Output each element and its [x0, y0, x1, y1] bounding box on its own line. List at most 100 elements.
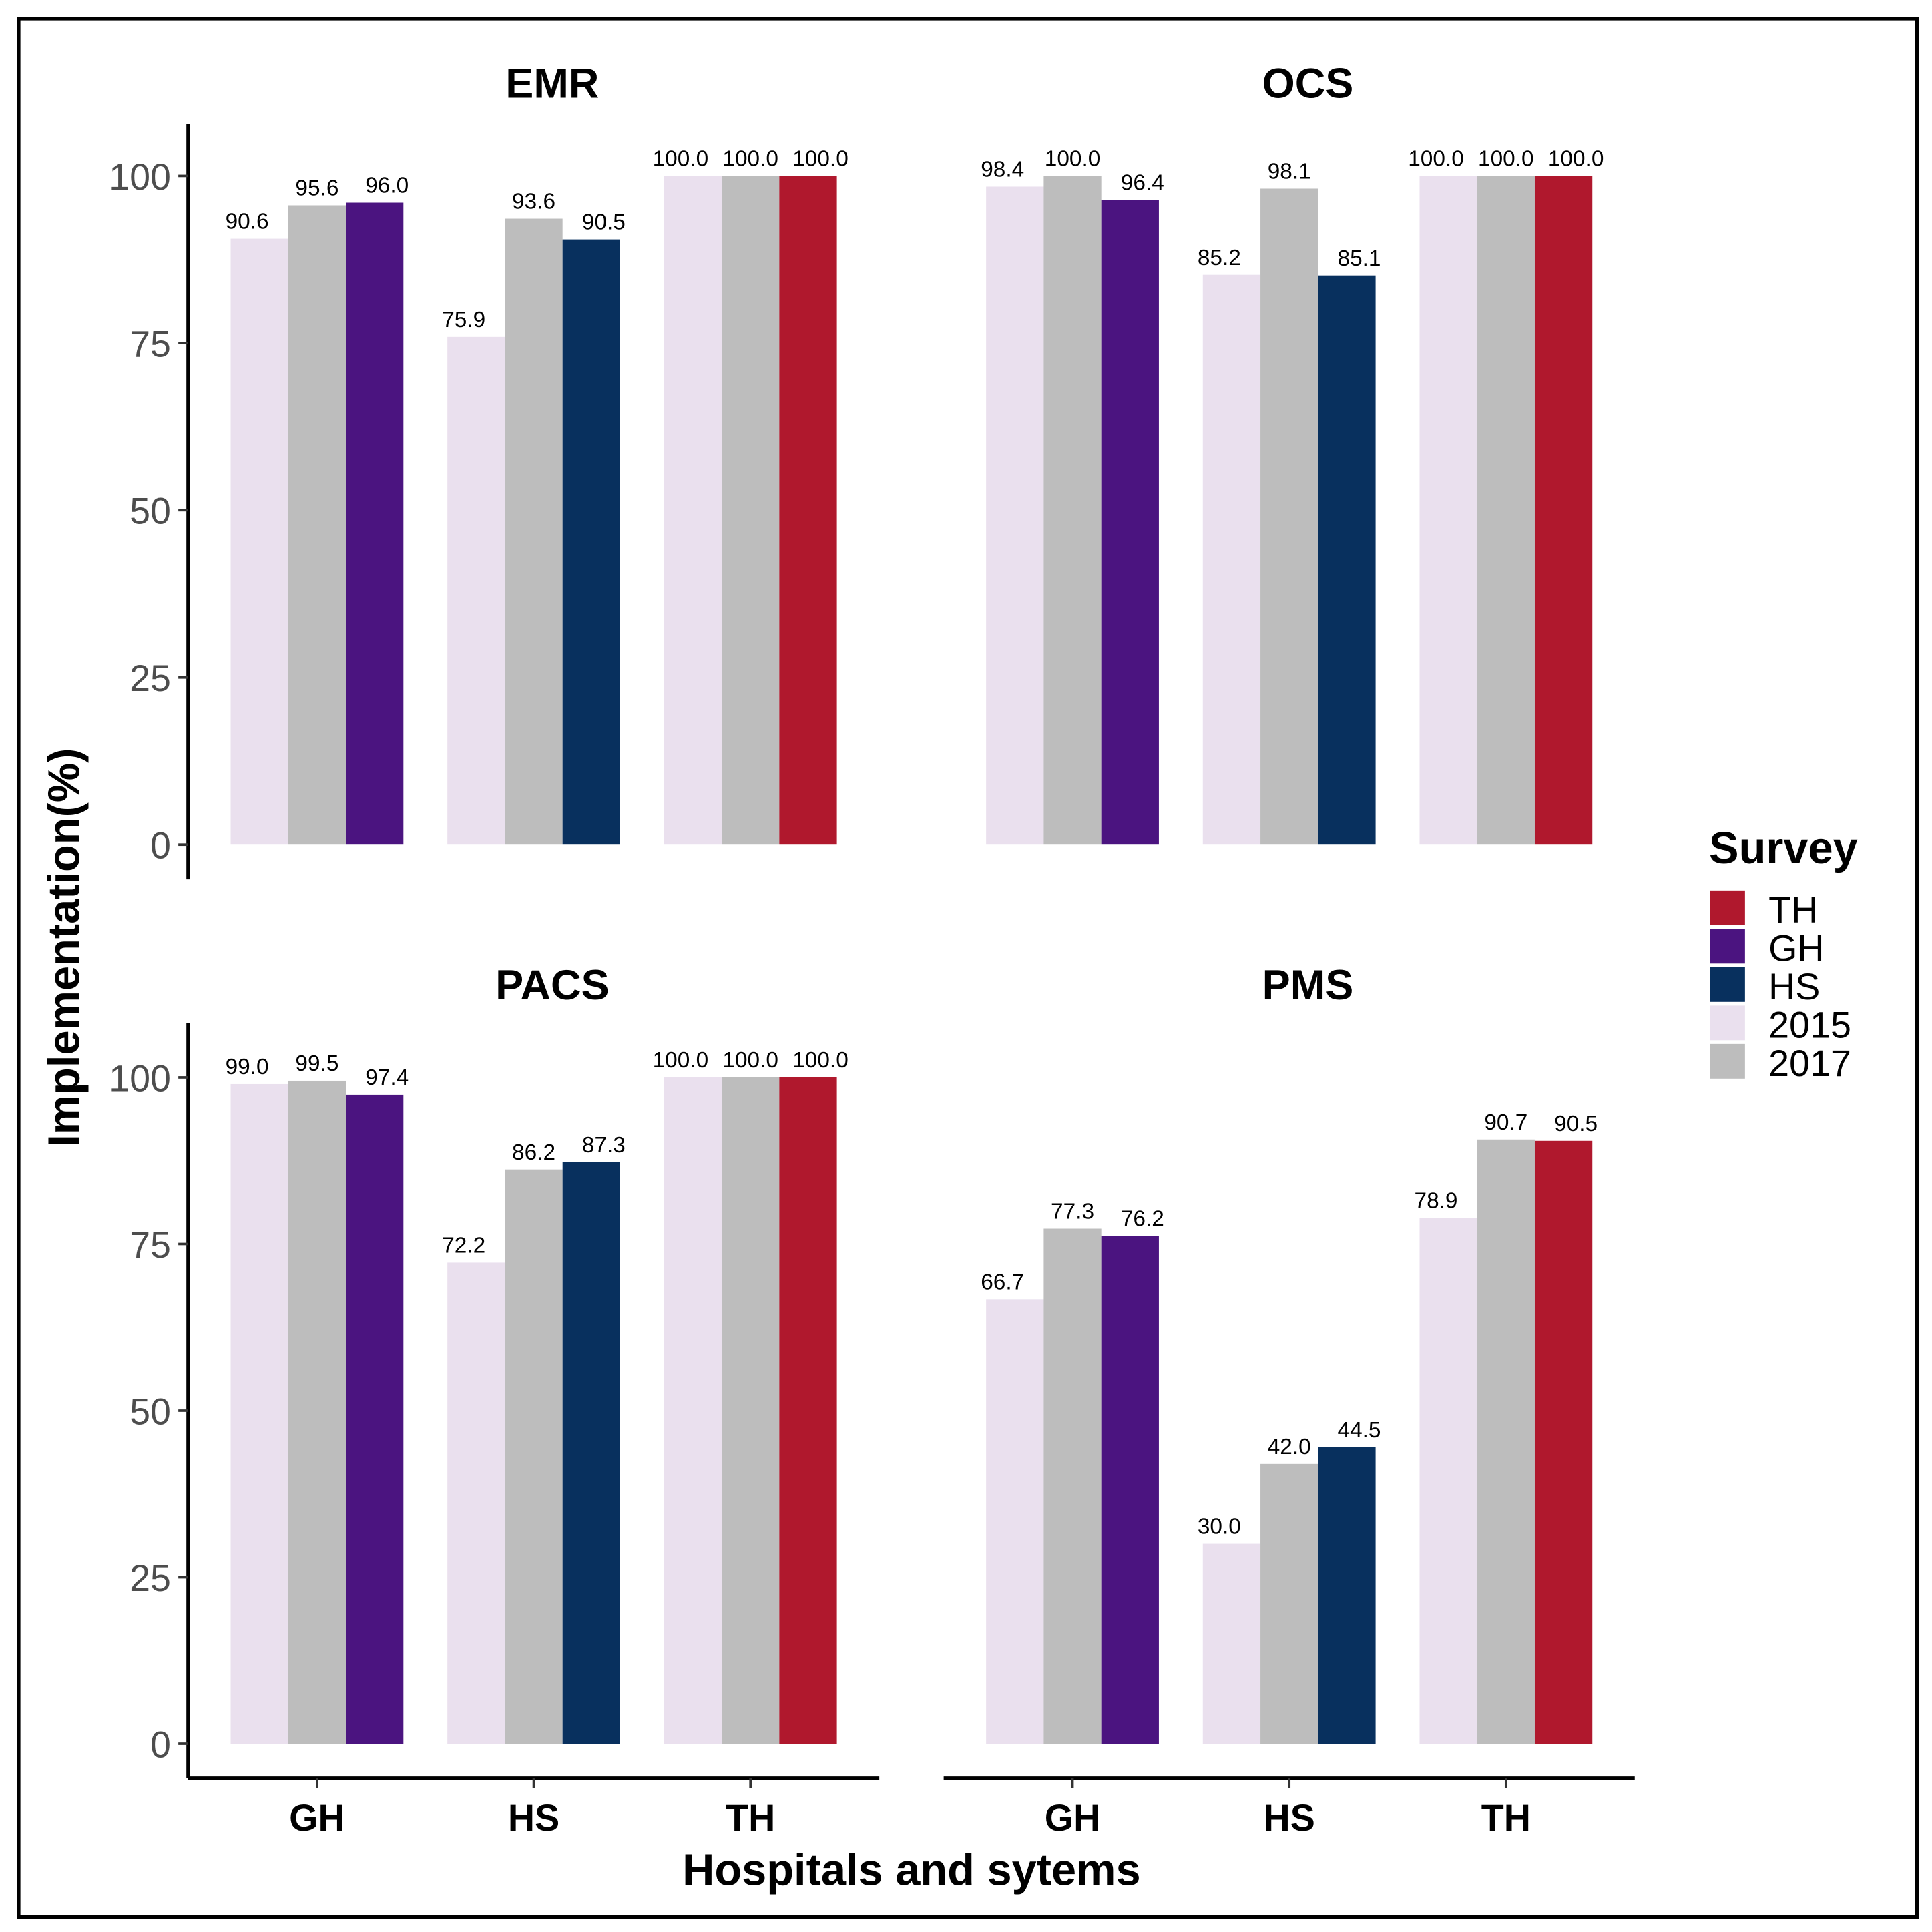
- data-label: 77.3: [1051, 1200, 1094, 1224]
- data-label: 100.0: [653, 147, 709, 172]
- y-tick-label: 25: [130, 658, 171, 699]
- bar-pacs-hs-hs: [562, 1162, 620, 1744]
- x-tick-label: GH: [289, 1797, 344, 1839]
- data-label: 95.6: [295, 176, 338, 201]
- y-tick-label: 50: [130, 1391, 171, 1432]
- data-label: 96.4: [1121, 171, 1164, 196]
- data-label: 93.6: [512, 190, 555, 214]
- legend-swatch-hs: [1710, 967, 1745, 1002]
- panel-title: EMR: [505, 61, 599, 107]
- data-label: 76.2: [1121, 1207, 1164, 1232]
- data-label: 75.9: [442, 308, 485, 332]
- data-label: 100.0: [722, 147, 778, 172]
- data-label: 44.5: [1338, 1418, 1381, 1443]
- y-tick-label: 50: [130, 491, 171, 532]
- data-label: 99.0: [226, 1055, 269, 1079]
- data-label: 98.1: [1268, 160, 1311, 184]
- data-label: 90.7: [1484, 1110, 1527, 1135]
- data-label: 78.9: [1415, 1189, 1458, 1214]
- bar-ocs-gh-2017: [1043, 176, 1102, 845]
- bar-ocs-hs-2017: [1260, 188, 1318, 845]
- y-tick-label: 25: [130, 1557, 171, 1599]
- bar-emr-gh-2015: [230, 238, 288, 845]
- bar-ocs-hs-hs: [1318, 275, 1376, 845]
- data-label: 98.4: [981, 158, 1024, 182]
- bar-pms-gh-gh: [1101, 1236, 1159, 1744]
- data-label: 100.0: [792, 147, 849, 172]
- panel-title: PACS: [495, 962, 610, 1009]
- bar-emr-hs-hs: [562, 239, 620, 845]
- legend-label: 2015: [1768, 1005, 1851, 1046]
- legend-label: 2017: [1768, 1043, 1851, 1084]
- legend-swatch-2017: [1710, 1043, 1745, 1079]
- data-label: 100.0: [1548, 147, 1604, 172]
- bar-pms-th-2015: [1419, 1218, 1477, 1744]
- bar-pms-th-2017: [1477, 1139, 1535, 1744]
- data-label: 97.4: [365, 1065, 409, 1090]
- bar-pacs-th-2017: [722, 1077, 780, 1744]
- y-tick-label: 100: [109, 1057, 171, 1099]
- data-label: 87.3: [582, 1133, 626, 1158]
- bar-pms-gh-2017: [1043, 1228, 1102, 1744]
- bar-emr-th-th: [779, 176, 837, 845]
- data-label: 100.0: [1045, 147, 1101, 172]
- data-label: 100.0: [1408, 147, 1464, 172]
- legend-swatch-th: [1710, 890, 1745, 925]
- panel-title: PMS: [1262, 962, 1354, 1009]
- data-label: 100.0: [792, 1048, 849, 1073]
- bar-pms-hs-2015: [1202, 1543, 1261, 1744]
- data-label: 99.5: [295, 1051, 338, 1076]
- data-label: 66.7: [981, 1270, 1024, 1294]
- data-label: 96.0: [365, 174, 409, 198]
- bar-emr-th-2015: [664, 176, 722, 845]
- data-label: 90.6: [226, 210, 269, 234]
- bar-pacs-gh-2017: [288, 1080, 346, 1744]
- y-tick-label: 75: [130, 1224, 171, 1266]
- bar-pms-th-th: [1534, 1140, 1593, 1744]
- y-axis-title: Implementation(%): [40, 748, 89, 1147]
- data-label: 72.2: [442, 1234, 485, 1258]
- data-label: 42.0: [1268, 1435, 1311, 1459]
- data-label: 86.2: [512, 1140, 555, 1165]
- x-tick-label: GH: [1045, 1797, 1100, 1839]
- x-tick-label: HS: [508, 1797, 559, 1839]
- legend-label: GH: [1768, 928, 1824, 969]
- bar-emr-th-2017: [722, 176, 780, 845]
- y-tick-label: 75: [130, 323, 171, 365]
- x-tick-label: TH: [1481, 1797, 1531, 1839]
- data-label: 90.5: [582, 210, 626, 235]
- bar-emr-hs-2015: [447, 336, 505, 845]
- x-axis-title: Hospitals and sytems: [682, 1846, 1140, 1895]
- bar-ocs-hs-2015: [1202, 274, 1261, 845]
- bar-pacs-th-2015: [664, 1077, 722, 1744]
- bar-emr-hs-2017: [505, 218, 563, 845]
- bar-pms-hs-2017: [1260, 1463, 1318, 1744]
- panel-title: OCS: [1262, 61, 1354, 107]
- bar-ocs-th-2015: [1419, 176, 1477, 845]
- bar-emr-gh-gh: [346, 202, 404, 845]
- legend-swatch-gh: [1710, 929, 1745, 964]
- bar-pacs-gh-gh: [346, 1094, 404, 1744]
- data-label: 30.0: [1198, 1515, 1241, 1539]
- bar-pacs-gh-2015: [230, 1083, 288, 1744]
- legend-title: Survey: [1709, 824, 1858, 873]
- panel-emr: EMR 0 25 50 75 100 90.6 95.6 96.0 75.9 93.6 90.5 100…: [109, 61, 849, 880]
- bar-ocs-th-2017: [1477, 176, 1535, 845]
- y-tick-label: 0: [150, 825, 171, 867]
- data-label: 85.2: [1198, 246, 1241, 270]
- data-label: 85.1: [1338, 246, 1381, 271]
- bar-pacs-hs-2017: [505, 1169, 563, 1744]
- x-tick-label: HS: [1264, 1797, 1315, 1839]
- bar-pacs-th-th: [779, 1077, 837, 1744]
- legend-swatch-2015: [1710, 1005, 1745, 1041]
- data-label: 100.0: [1478, 147, 1534, 172]
- bar-ocs-th-th: [1534, 176, 1593, 845]
- panel-pms: PMS GH HS TH 66.7 77.3 76.2 30.0 42.0 44.5 78.9 90.…: [943, 962, 1635, 1839]
- bar-emr-gh-2017: [288, 205, 346, 845]
- y-tick-label: 100: [109, 156, 171, 198]
- panel-pacs: PACS 0 25 50 75 100 GH HS TH 99.0 99.5 97.4 72.2 86.2…: [109, 962, 880, 1839]
- panel-ocs: OCS 98.4 100.0 96.4 85.2 98.1 85.1 100.0 100.0 10…: [981, 61, 1604, 845]
- bar-ocs-gh-gh: [1101, 200, 1159, 845]
